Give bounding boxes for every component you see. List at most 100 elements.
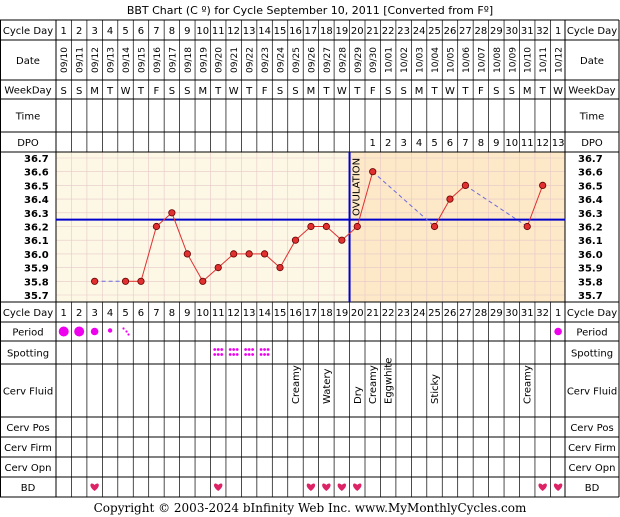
spotting-mark bbox=[259, 348, 263, 351]
date-label: 09/30 bbox=[369, 47, 379, 73]
temp-line bbox=[526, 185, 544, 227]
row-label-bd: BD bbox=[21, 483, 36, 494]
weekday-label: S bbox=[385, 86, 391, 97]
date-label: 10/05 bbox=[446, 47, 456, 73]
cycle-day-bottom: 3 bbox=[91, 308, 97, 319]
dpo-label: 5 bbox=[431, 138, 437, 149]
weekday-label: S bbox=[509, 86, 515, 97]
cycle-day-bottom: 21 bbox=[366, 308, 379, 319]
spotting-mark bbox=[220, 353, 224, 356]
row-label-right-spotting: Spotting bbox=[571, 349, 613, 360]
cycle-day-bottom: 17 bbox=[305, 308, 318, 319]
cycle-day-bottom: 25 bbox=[428, 308, 441, 319]
period-mark bbox=[74, 326, 85, 337]
dpo-label: 13 bbox=[552, 138, 565, 149]
cycle-day-bottom: 7 bbox=[153, 308, 159, 319]
date-label: 09/28 bbox=[338, 47, 348, 73]
date-label: 09/26 bbox=[307, 47, 317, 73]
spotting-mark bbox=[259, 353, 263, 356]
weekday-label: S bbox=[61, 86, 67, 97]
date-label: 10/12 bbox=[555, 47, 565, 73]
temp-point bbox=[137, 277, 145, 285]
cycle-day-bottom: 31 bbox=[521, 308, 534, 319]
bd-heart bbox=[90, 483, 99, 491]
row-label-right-weekday: WeekDay bbox=[568, 86, 615, 97]
cycle-day-bottom: 24 bbox=[413, 308, 426, 319]
cycle-day: 8 bbox=[169, 26, 175, 37]
row-label-right-cerv_firm: Cerv Firm bbox=[568, 443, 616, 454]
row-label-cycle_day2: Cycle Day bbox=[3, 308, 53, 319]
bd-heart bbox=[538, 483, 547, 491]
cycle-day: 3 bbox=[91, 26, 97, 37]
row-label-right-cycle_day: Cycle Day bbox=[567, 26, 617, 37]
spotting-mark bbox=[247, 353, 251, 356]
period-mark bbox=[58, 326, 69, 337]
y-tick-label: 36.6 bbox=[24, 168, 49, 179]
temp-point bbox=[446, 195, 454, 203]
dpo-label: 12 bbox=[536, 138, 549, 149]
dpo-label: 11 bbox=[521, 138, 534, 149]
temp-point bbox=[523, 222, 531, 231]
spotting-mark bbox=[216, 348, 220, 351]
spotting-mark bbox=[213, 353, 217, 356]
spotting-mark bbox=[251, 348, 255, 351]
cycle-day: 2 bbox=[76, 26, 82, 37]
date-label: 10/01 bbox=[385, 47, 395, 73]
temp-point bbox=[276, 263, 284, 272]
temp-point bbox=[214, 263, 222, 272]
weekday-label: S bbox=[169, 86, 175, 97]
row-label-cycle_day: Cycle Day bbox=[3, 26, 53, 37]
spotting-mark bbox=[251, 353, 255, 356]
weekday-label: F bbox=[262, 86, 268, 97]
row-label-cerv_fluid: Cerv Fluid bbox=[3, 387, 53, 398]
cycle-day: 4 bbox=[107, 26, 113, 37]
date-label: 09/29 bbox=[354, 47, 364, 73]
row-label-time: Time bbox=[15, 112, 40, 123]
cycle-day: 1 bbox=[61, 26, 67, 37]
cycle-day: 14 bbox=[258, 26, 271, 37]
y-tick-label-right: 36.1 bbox=[578, 236, 603, 247]
cycle-day-bottom: 16 bbox=[289, 308, 302, 319]
date-label: 10/04 bbox=[431, 47, 441, 73]
temp-point bbox=[369, 168, 377, 176]
cerv-fluid-label: Dry bbox=[353, 386, 364, 404]
spotting-mark bbox=[244, 353, 248, 356]
y-tick-label-right: 35.9 bbox=[578, 264, 603, 275]
temp-line bbox=[186, 253, 204, 282]
bd-heart bbox=[322, 483, 331, 491]
cycle-day-bottom: 30 bbox=[505, 308, 518, 319]
spotting-mark bbox=[247, 348, 251, 351]
cycle-day: 11 bbox=[212, 26, 225, 37]
date-label: 09/19 bbox=[199, 47, 209, 73]
temp-point bbox=[152, 222, 161, 231]
temp-line bbox=[356, 171, 374, 227]
y-tick-label-right: 36.7 bbox=[578, 154, 603, 165]
cycle-day-bottom: 19 bbox=[335, 308, 348, 319]
date-label: 09/23 bbox=[261, 47, 271, 73]
date-label: 09/17 bbox=[168, 47, 178, 73]
y-tick-label-right: 36.0 bbox=[578, 250, 603, 261]
weekday-label: F bbox=[478, 86, 484, 97]
period-mark bbox=[127, 333, 130, 336]
spotting-mark bbox=[213, 348, 217, 351]
cycle-day: 5 bbox=[122, 26, 128, 37]
cycle-day: 15 bbox=[274, 26, 287, 37]
cycle-day-bottom: 13 bbox=[243, 308, 256, 319]
temp-line bbox=[140, 226, 157, 282]
cycle-day: 26 bbox=[444, 26, 457, 37]
temp-point bbox=[168, 209, 176, 217]
post-ovulation-area bbox=[349, 152, 565, 302]
y-tick-label-right: 35.8 bbox=[578, 277, 603, 288]
bd-heart bbox=[214, 483, 223, 491]
cycle-day: 32 bbox=[536, 26, 549, 37]
cycle-day: 6 bbox=[138, 26, 144, 37]
temp-point bbox=[230, 250, 238, 258]
cycle-day: 9 bbox=[184, 26, 190, 37]
cycle-day-bottom: 26 bbox=[444, 308, 457, 319]
y-tick-label-right: 36.5 bbox=[578, 181, 603, 192]
y-tick-label: 36.1 bbox=[24, 236, 49, 247]
cycle-day: 28 bbox=[475, 26, 488, 37]
weekday-label: M bbox=[90, 86, 99, 97]
period-mark bbox=[107, 328, 113, 333]
date-label: 10/10 bbox=[524, 47, 534, 73]
